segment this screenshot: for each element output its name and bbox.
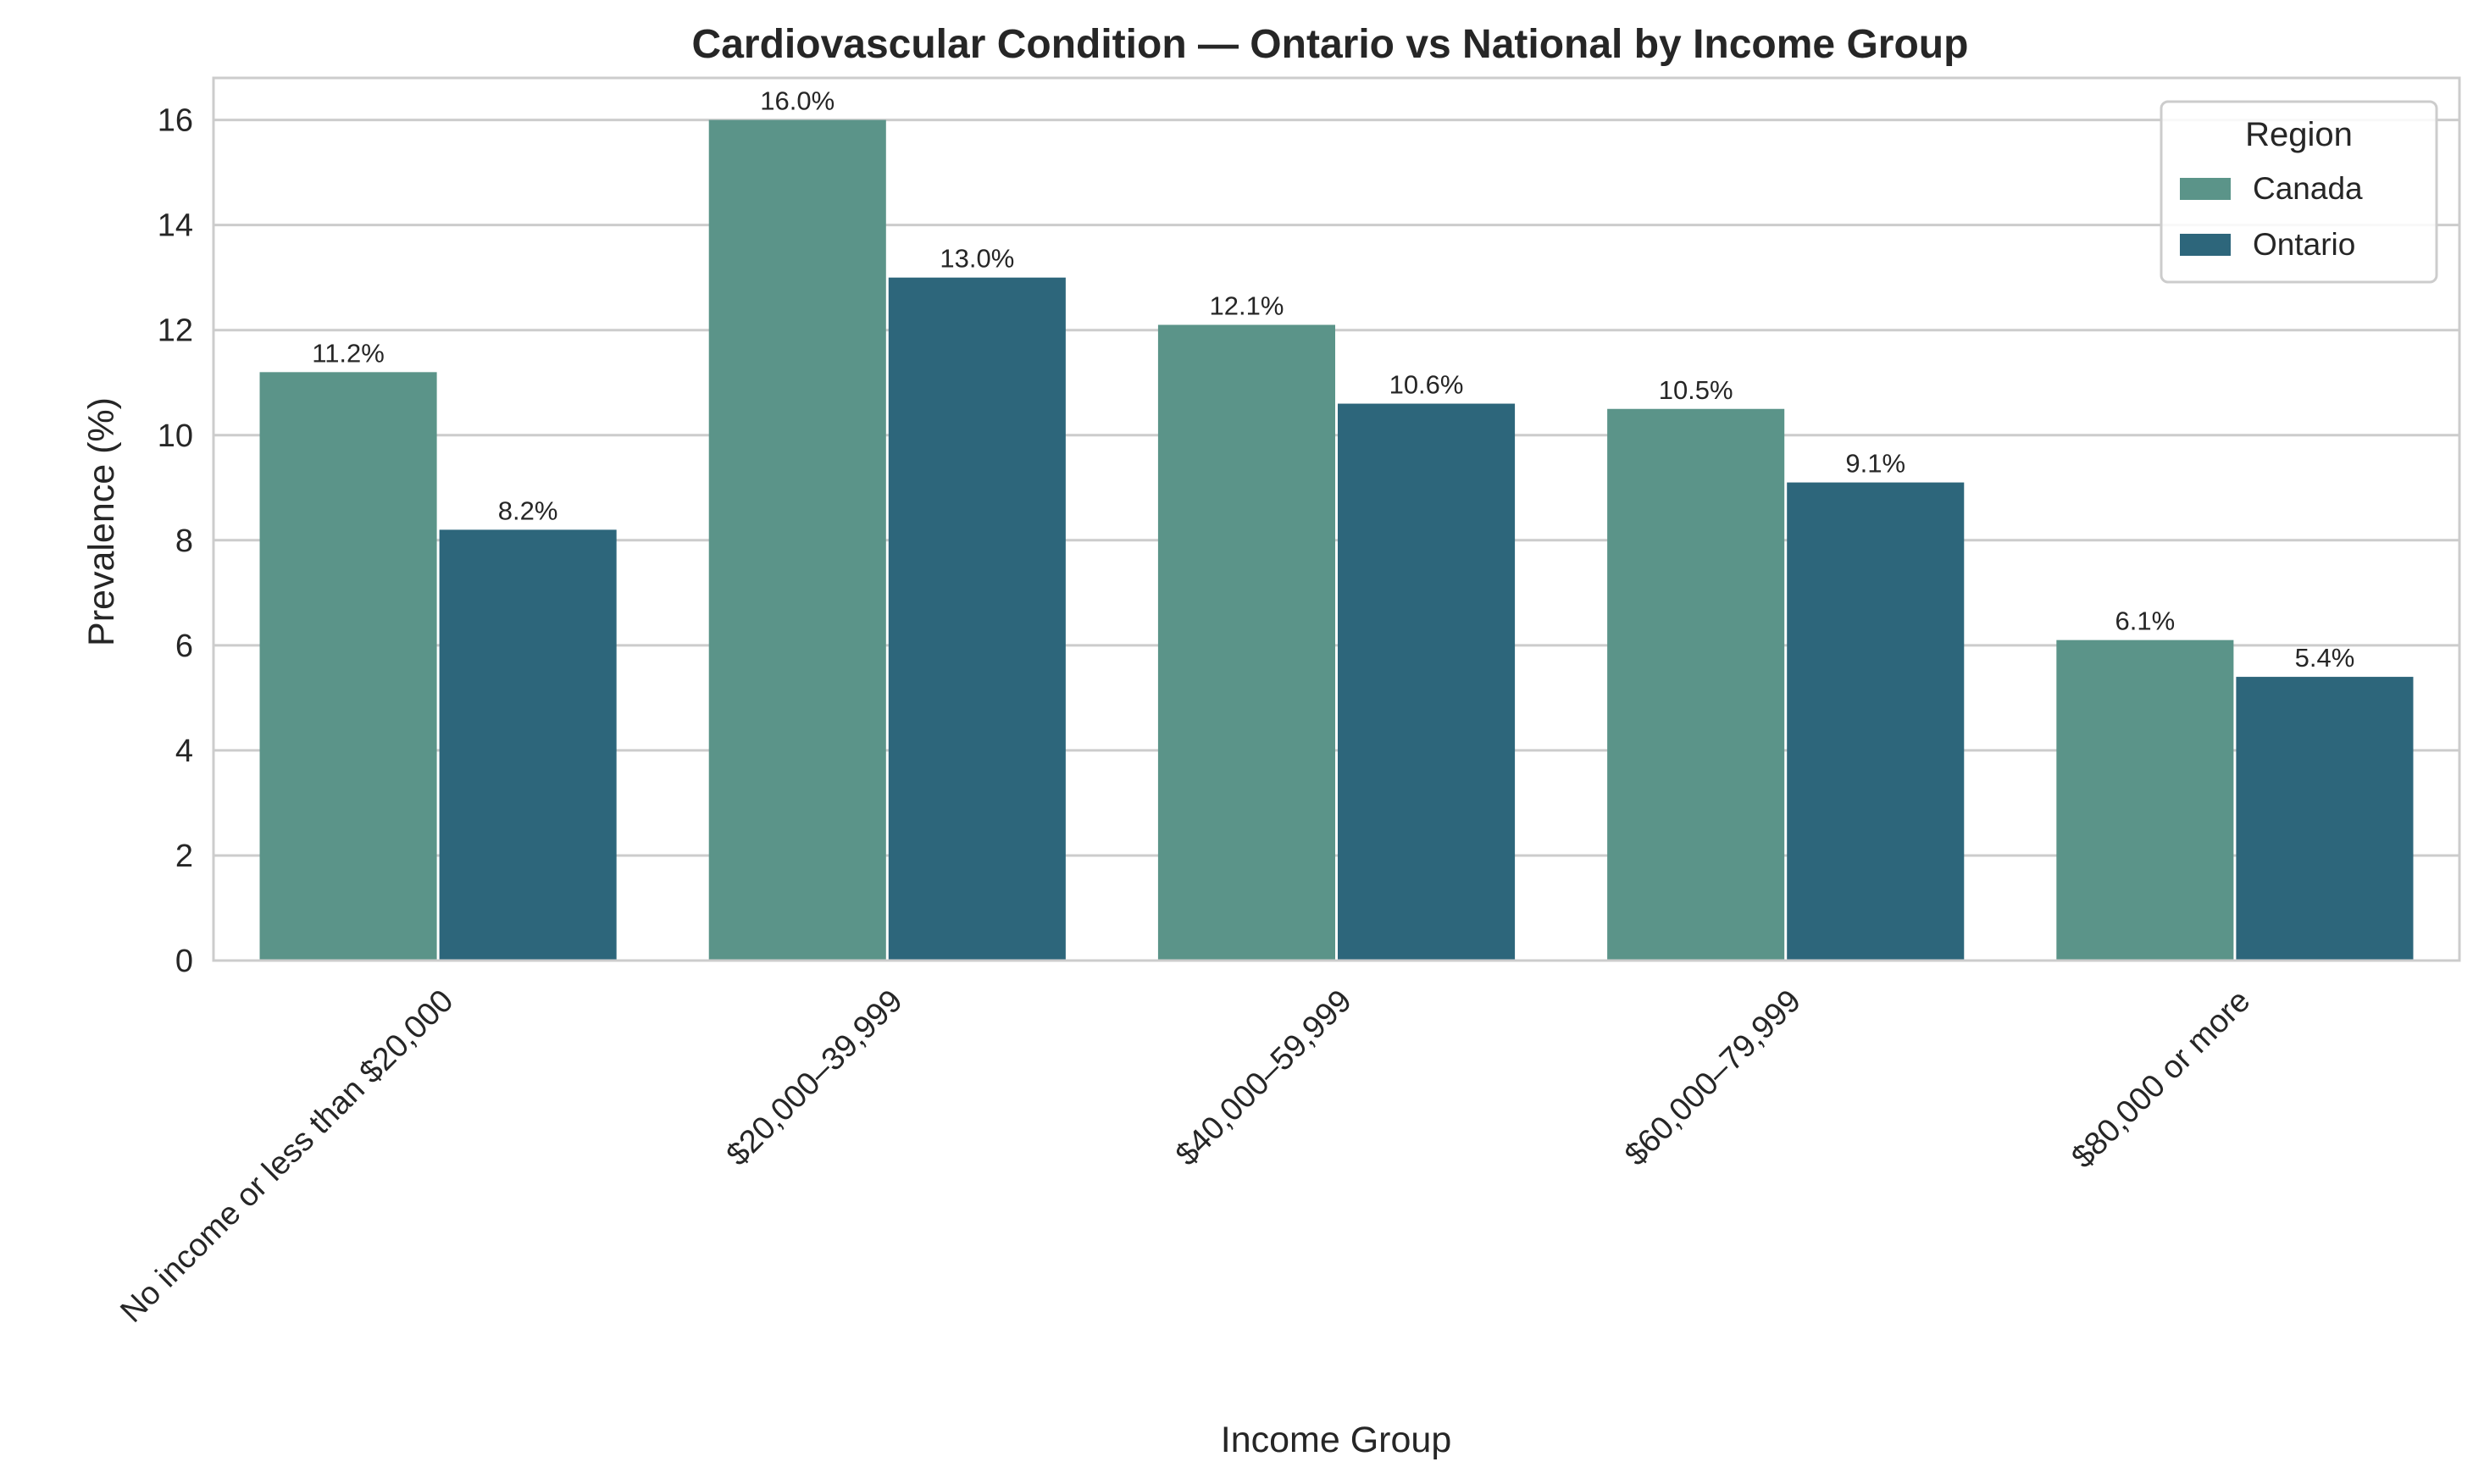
- plot-frame: [212, 76, 2461, 962]
- x-axis-title: Income Group: [1221, 1420, 1451, 1460]
- bar-labels: 11.2% 16.0% 12.1% 10.5% 6.1% 8.2% 13.0% 10.6% 9.…: [312, 86, 2354, 673]
- y-tick-label: 6: [175, 628, 193, 664]
- plot-border: [212, 76, 2461, 962]
- bar-canada: [1607, 408, 1785, 961]
- y-tick-label: 14: [158, 208, 193, 244]
- bar-canada: [2056, 640, 2234, 961]
- y-tick-label: 16: [158, 103, 193, 139]
- legend-swatch-ontario: [2180, 234, 2231, 256]
- bar-ontario: [888, 277, 1066, 961]
- bar-canada: [708, 119, 886, 961]
- y-axis-title: Prevalence (%): [81, 397, 122, 646]
- legend-title: Region: [2245, 116, 2353, 153]
- legend-label-ontario: Ontario: [2253, 227, 2355, 262]
- legend: Region Canada Ontario: [2160, 100, 2438, 284]
- y-tick-label: 8: [175, 523, 193, 559]
- y-tick-label: 0: [175, 944, 193, 979]
- legend-label-canada: Canada: [2253, 171, 2363, 206]
- y-tick-label: 12: [158, 313, 193, 349]
- bar-canada: [1157, 324, 1335, 961]
- y-tick-label: 10: [158, 418, 193, 454]
- bar-value-label: 9.1%: [1845, 449, 1905, 479]
- chart-title: Cardiovascular Condition — Ontario vs Na…: [692, 22, 1969, 67]
- y-axis-ticks: 0 2 4 6 8 10 12 14 16: [158, 103, 193, 979]
- bar-value-label: 5.4%: [2295, 643, 2355, 673]
- bar-ontario: [439, 529, 617, 961]
- bar-ontario: [2236, 677, 2414, 961]
- bar-value-label: 13.0%: [940, 244, 1014, 274]
- bar-ontario: [1787, 482, 1965, 961]
- bar-canada: [259, 372, 437, 961]
- bar-value-label: 16.0%: [760, 86, 834, 116]
- bar-value-label: 8.2%: [498, 496, 558, 525]
- legend-swatch-canada: [2180, 178, 2231, 200]
- bar-value-label: 10.6%: [1389, 370, 1464, 400]
- bar-value-label: 10.5%: [1659, 375, 1733, 405]
- bar-ontario: [1338, 403, 1516, 961]
- y-tick-label: 2: [175, 839, 193, 874]
- bar-value-label: 11.2%: [312, 338, 385, 368]
- bar-value-label: 6.1%: [2115, 606, 2176, 636]
- y-tick-label: 4: [175, 734, 193, 769]
- bars: [259, 119, 2414, 961]
- bar-value-label: 12.1%: [1210, 291, 1284, 321]
